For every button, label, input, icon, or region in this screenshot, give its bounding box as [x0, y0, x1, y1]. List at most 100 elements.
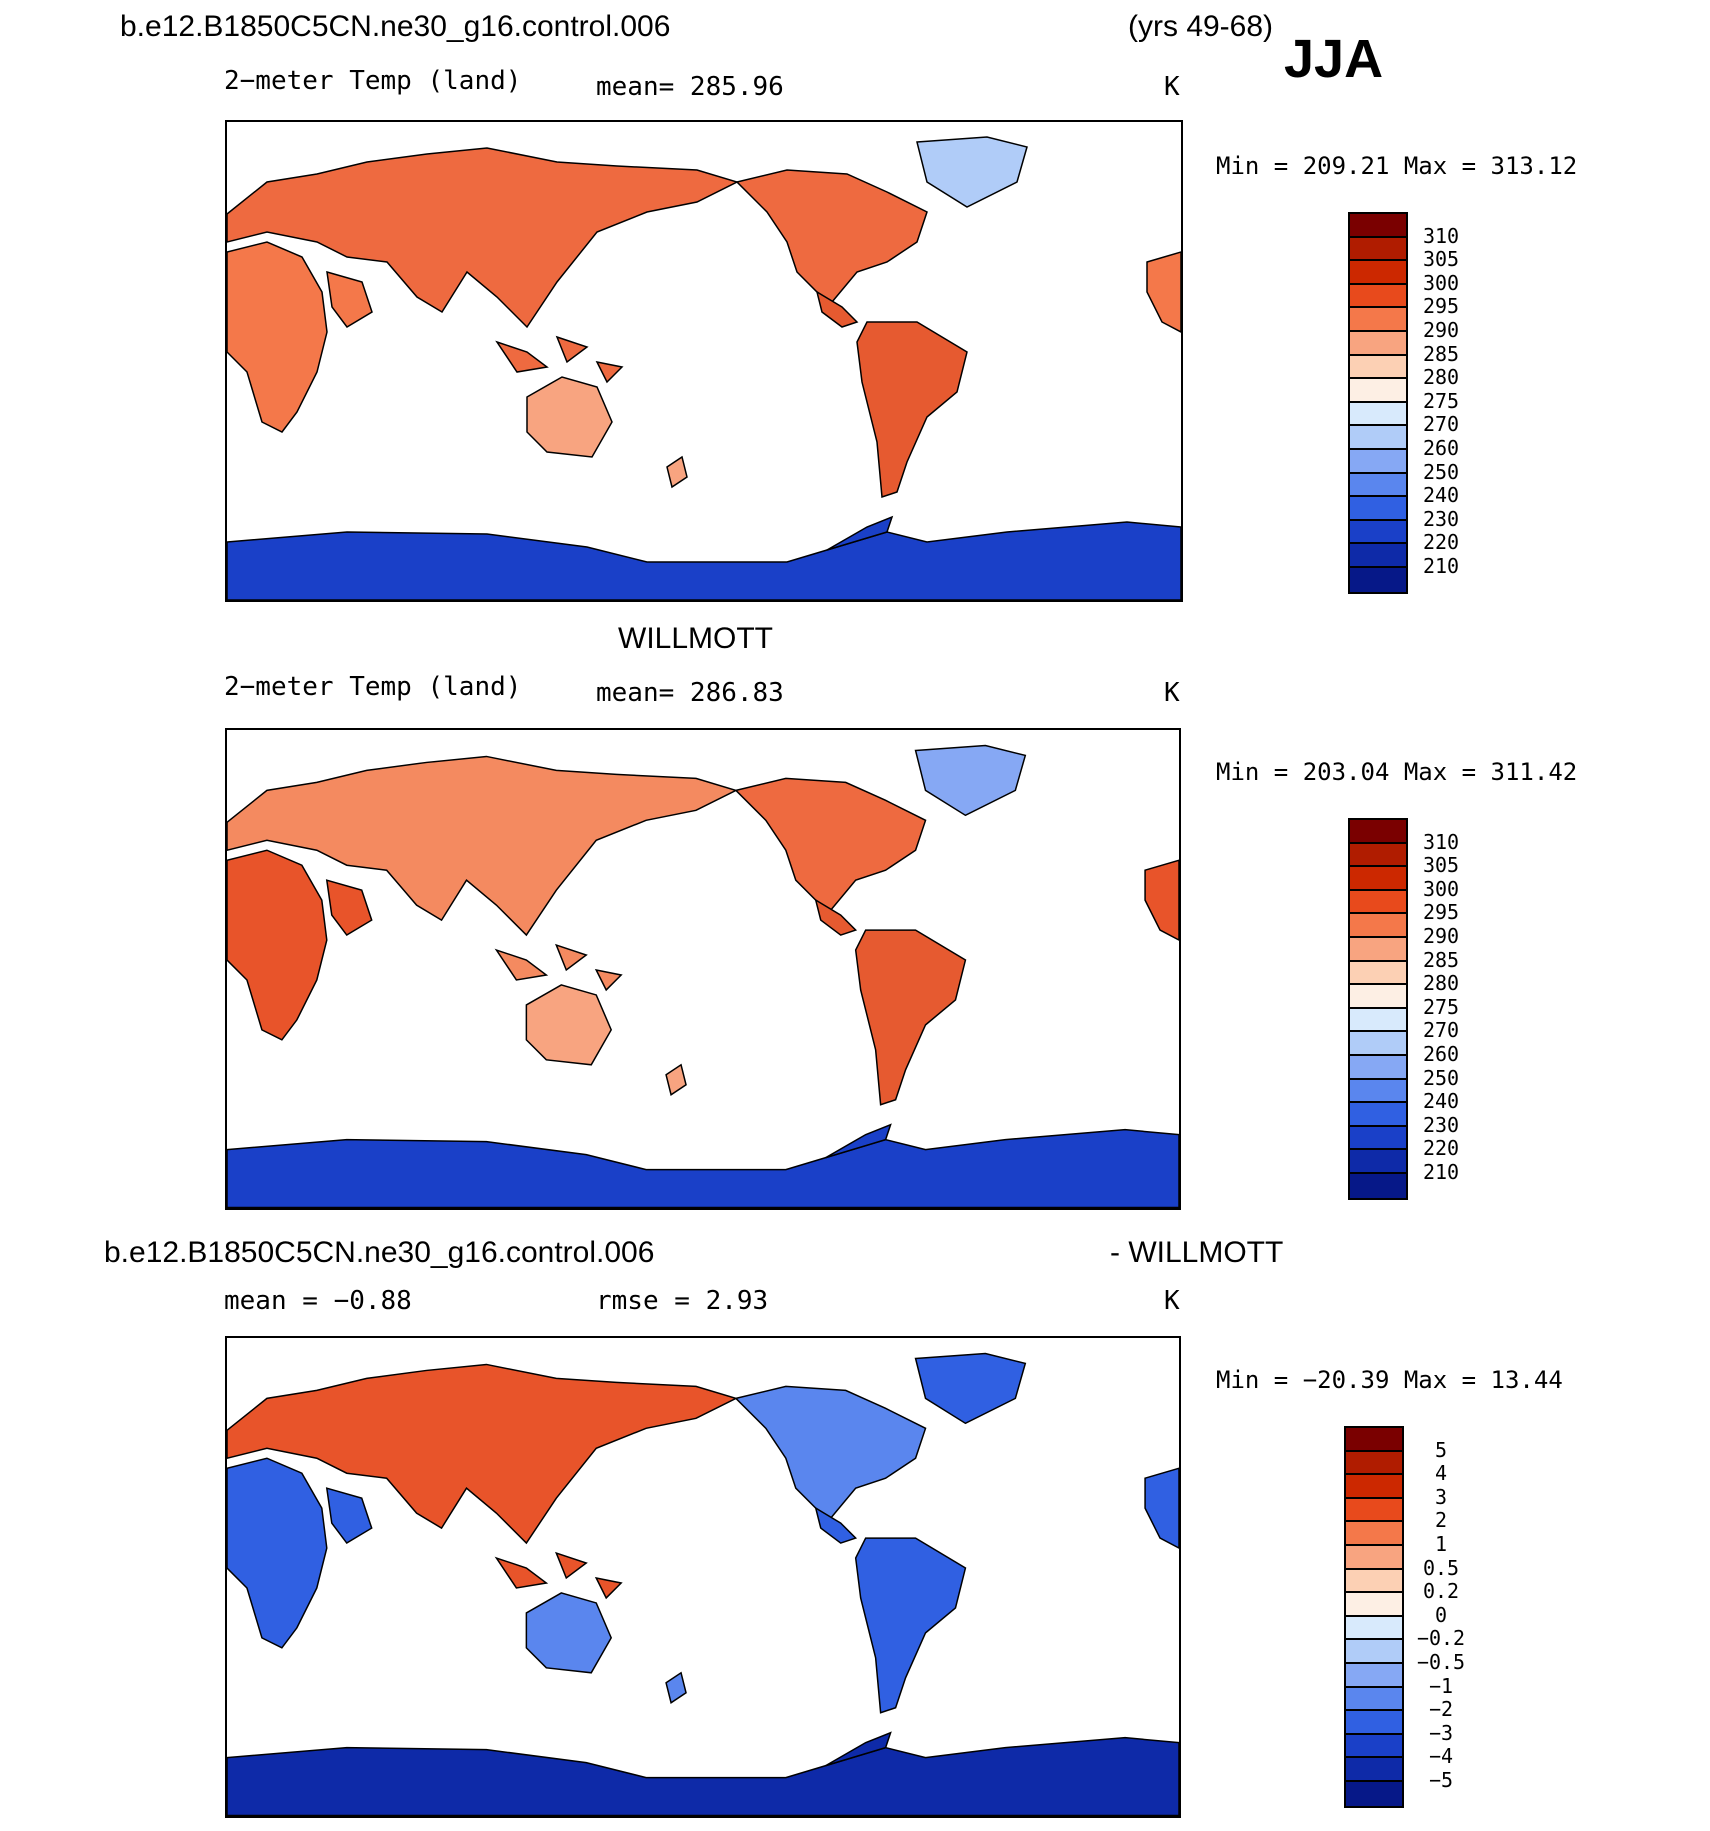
colorbar-swatch	[1346, 1758, 1402, 1782]
panel1-colorbar	[1348, 212, 1408, 594]
colorbar-swatch	[1350, 890, 1406, 915]
colorbar-label: 220	[1422, 1136, 1460, 1161]
colorbar-label: 305	[1422, 853, 1460, 878]
colorbar-label: 285	[1422, 947, 1460, 972]
colorbar-swatch	[1346, 1687, 1402, 1712]
landmass-w-africa-right	[1146, 251, 1181, 333]
colorbar-label: 275	[1422, 994, 1460, 1019]
landmass-australia	[525, 1592, 613, 1674]
panel1-minmax: Min = 209.21 Max = 313.12	[1216, 152, 1578, 180]
colorbar-swatch	[1350, 914, 1406, 938]
panel3-colorbar	[1344, 1426, 1404, 1808]
landmass-nz	[665, 1671, 687, 1704]
landmass-se-asia	[494, 943, 623, 992]
colorbar-label: −4	[1428, 1744, 1454, 1769]
colorbar-swatch	[1350, 331, 1406, 356]
colorbar-label: 210	[1422, 1160, 1460, 1184]
landmass-central-america	[814, 1506, 858, 1544]
colorbar-label: 3	[1434, 1484, 1448, 1509]
landmass-central-america	[815, 290, 859, 328]
colorbar-swatch	[1346, 1428, 1402, 1452]
colorbar-swatch	[1350, 867, 1406, 891]
landmass-africa	[227, 849, 328, 1041]
colorbar-label: 240	[1422, 1089, 1460, 1114]
panel1-units: K	[1164, 72, 1180, 102]
colorbar-label: 230	[1422, 506, 1460, 531]
panel1-mean: mean= 285.96	[596, 72, 784, 102]
colorbar-label: −2	[1428, 1697, 1454, 1722]
colorbar-label: −0.2	[1416, 1626, 1466, 1651]
landmass-north-america	[734, 1385, 927, 1520]
colorbar-swatch	[1346, 1640, 1402, 1664]
colorbar-swatch	[1350, 355, 1406, 380]
colorbar-label: 220	[1422, 530, 1460, 555]
colorbar-swatch	[1350, 449, 1406, 474]
colorbar-swatch	[1350, 1126, 1406, 1151]
colorbar-swatch	[1350, 1055, 1406, 1080]
colorbar-swatch	[1350, 985, 1406, 1009]
landmass-antarctic-pen	[825, 1731, 892, 1767]
panel2-minmax: Min = 203.04 Max = 311.42	[1216, 758, 1578, 786]
panel1-map	[225, 120, 1183, 602]
colorbar-swatch	[1346, 1711, 1402, 1735]
colorbar-swatch	[1346, 1569, 1402, 1594]
panel2-colorbar	[1348, 818, 1408, 1200]
landmass-antarctica	[227, 1128, 1179, 1208]
colorbar-swatch	[1350, 1032, 1406, 1056]
landmass-eurasia	[227, 1363, 738, 1545]
colorbar-swatch	[1346, 1545, 1402, 1570]
landmass-nz	[666, 455, 688, 489]
panel3-rmse: rmse = 2.93	[596, 1286, 769, 1316]
colorbar-label: 270	[1422, 1018, 1460, 1043]
landmass-north-america	[734, 777, 927, 912]
colorbar-label: 275	[1422, 388, 1460, 413]
landmass-australia	[526, 376, 613, 458]
colorbar-swatch	[1346, 1593, 1402, 1617]
panel3-map	[225, 1336, 1181, 1818]
colorbar-swatch	[1350, 843, 1406, 868]
colorbar-swatch	[1350, 284, 1406, 309]
colorbar-swatch	[1350, 473, 1406, 498]
landmass-africa	[227, 1457, 328, 1649]
colorbar-swatch	[1350, 379, 1406, 403]
panel2-variable: 2−meter Temp (land)	[224, 672, 522, 702]
landmass-africa	[227, 241, 328, 433]
colorbar-label: 310	[1422, 829, 1460, 854]
landmass-greenland	[916, 136, 1028, 208]
colorbar-swatch	[1346, 1781, 1402, 1806]
landmass-antarctic-pen	[825, 1123, 892, 1159]
colorbar-label: 230	[1422, 1112, 1460, 1137]
colorbar-swatch	[1350, 1103, 1406, 1127]
colorbar-label: 0	[1434, 1602, 1448, 1627]
case-name-title: b.e12.B1850C5CN.ne30_g16.control.006	[120, 10, 671, 43]
colorbar-label: 280	[1422, 971, 1460, 996]
landmass-central-america	[814, 898, 858, 936]
colorbar-label: 250	[1422, 459, 1460, 484]
colorbar-swatch	[1350, 961, 1406, 986]
landmass-arabia	[325, 1487, 373, 1545]
colorbar-label: −1	[1428, 1673, 1454, 1698]
colorbar-swatch	[1350, 567, 1406, 592]
panel2-title: WILLMOTT	[618, 622, 773, 655]
colorbar-label: 240	[1422, 483, 1460, 508]
landmass-australia	[525, 984, 613, 1066]
colorbar-swatch	[1346, 1451, 1402, 1476]
colorbar-swatch	[1350, 1173, 1406, 1198]
colorbar-label: 290	[1422, 318, 1460, 342]
panel3-units: K	[1164, 1286, 1180, 1316]
years-label: (yrs 49-68)	[1128, 10, 1274, 43]
panel2-map	[225, 728, 1181, 1210]
panel2-mean: mean= 286.83	[596, 678, 784, 708]
colorbar-swatch	[1346, 1734, 1402, 1759]
colorbar-label: 250	[1422, 1065, 1460, 1090]
colorbar-label: 260	[1422, 436, 1460, 460]
landmass-eurasia	[227, 147, 740, 329]
colorbar-label: 290	[1422, 924, 1460, 948]
landmass-antarctic-pen	[826, 515, 894, 551]
colorbar-label: 300	[1422, 876, 1460, 901]
panel3-mean: mean = −0.88	[224, 1286, 412, 1316]
landmass-greenland	[914, 1352, 1027, 1425]
colorbar-label: 4	[1434, 1461, 1448, 1486]
colorbar-swatch	[1346, 1475, 1402, 1499]
colorbar-swatch	[1346, 1663, 1402, 1688]
